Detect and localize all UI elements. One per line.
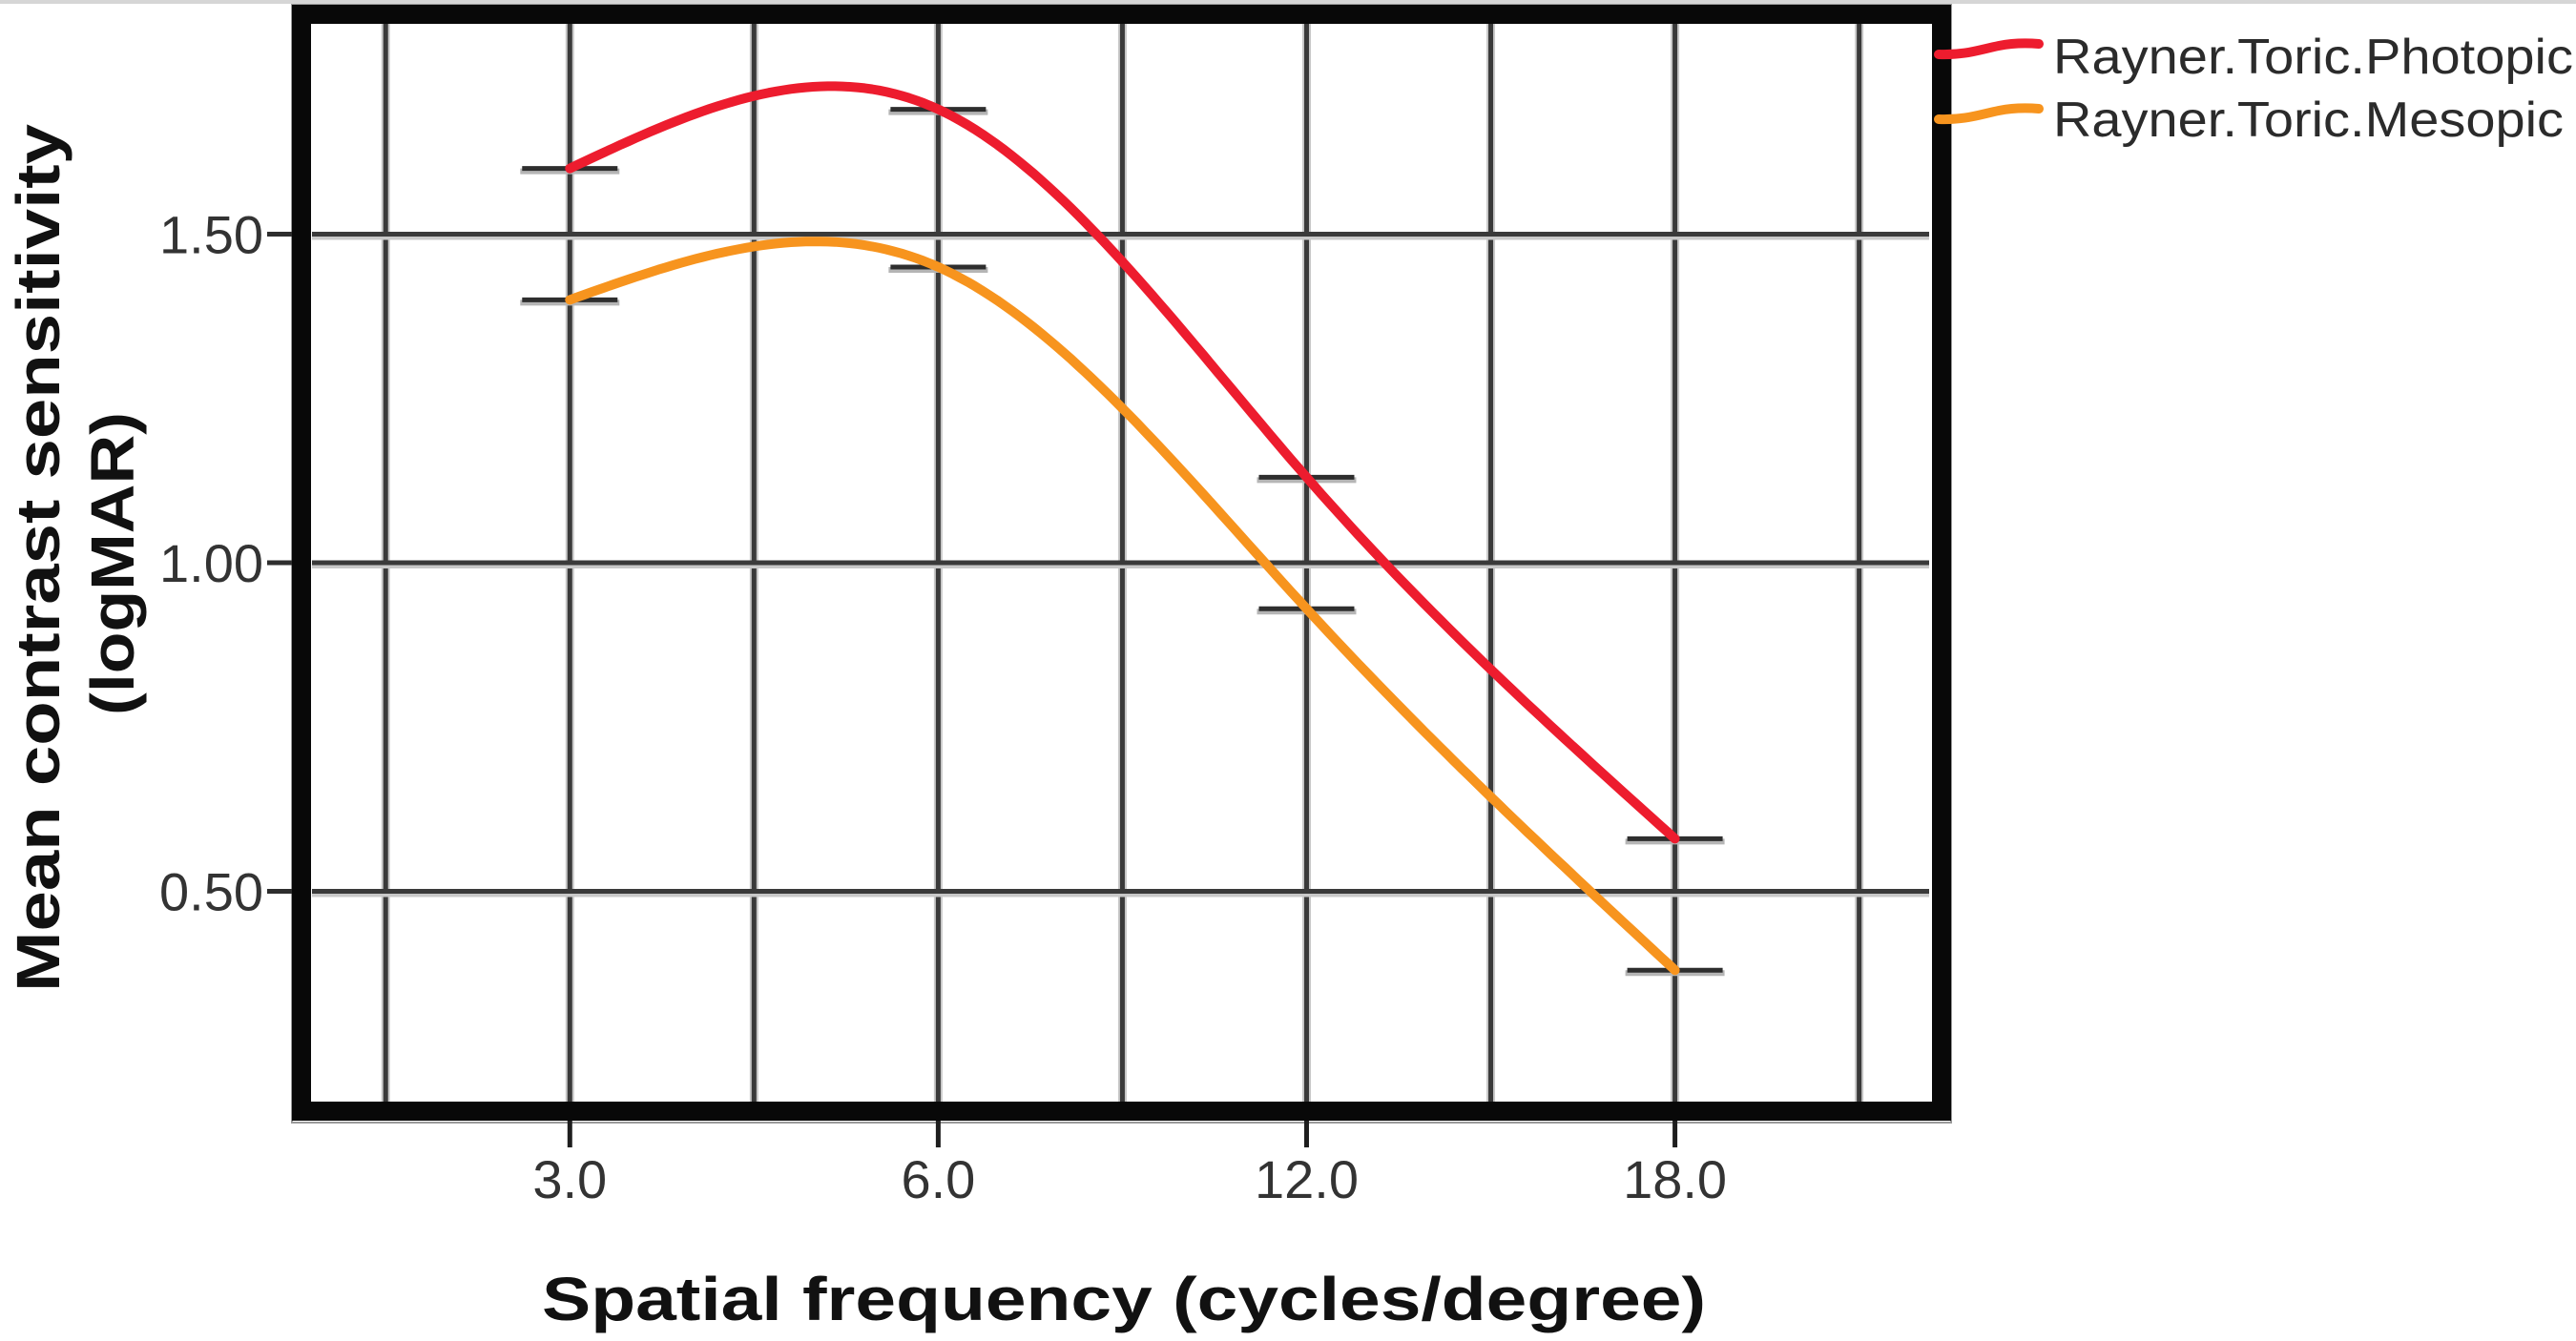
legend-label-photopic: Rayner.Toric.Photopic: [2053, 30, 2573, 85]
y-axis-title-line-2: (logMAR): [78, 412, 147, 715]
top-edge-strip: [0, 0, 2576, 4]
y-tick-label: 1.00: [159, 533, 263, 593]
y-tick-label: 0.50: [159, 862, 263, 922]
y-axis-ticks: 0.50 1.00 1.50: [159, 204, 292, 922]
series-line-photopic: [565, 81, 1680, 844]
y-axis-title-line-1: Mean contrast sensitivity: [4, 124, 73, 992]
y-tick-label: 1.50: [159, 204, 263, 264]
legend-swatch-mesopic: [1934, 103, 2044, 125]
series-lines: [565, 81, 1680, 976]
legend: Rayner.Toric.Photopic Rayner.Toric.Mesop…: [1934, 30, 2573, 148]
legend-swatch-photopic: [1934, 38, 2044, 60]
legend-label-mesopic: Rayner.Toric.Mesopic: [2053, 93, 2564, 148]
legend-item-mesopic[interactable]: Rayner.Toric.Mesopic: [1934, 93, 2564, 148]
y-axis-title: Mean contrast sensitivity (logMAR): [4, 124, 147, 992]
x-tick-label: 18.0: [1623, 1149, 1727, 1209]
x-axis-ticks: 3.0 6.0 12.0 18.0: [532, 1121, 1727, 1209]
legend-item-photopic[interactable]: Rayner.Toric.Photopic: [1934, 30, 2573, 85]
x-axis-title: Spatial frequency (cycles/degree): [542, 1265, 1706, 1333]
grid: [312, 24, 1929, 1102]
x-tick-label: 6.0: [901, 1149, 975, 1209]
x-tick-label: 3.0: [532, 1149, 607, 1209]
series-line-mesopic: [565, 237, 1680, 976]
x-tick-label: 12.0: [1255, 1149, 1359, 1209]
frame-border: [292, 5, 1951, 1121]
